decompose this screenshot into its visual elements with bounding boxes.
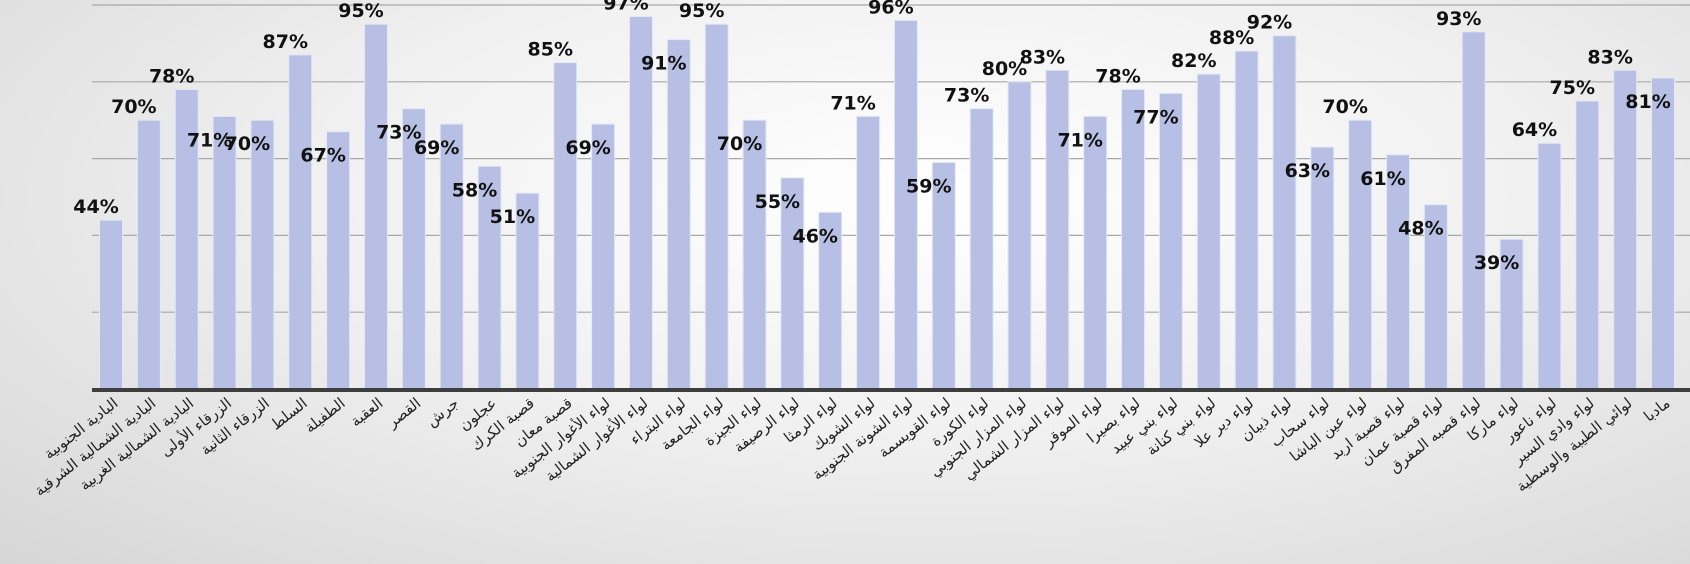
data-label: 83% <box>1587 46 1632 68</box>
data-label: 58% <box>452 179 497 201</box>
data-label: 73% <box>944 85 989 107</box>
bar <box>439 123 464 390</box>
data-label: 91% <box>641 53 686 75</box>
x-tick-label: القصر <box>383 394 425 432</box>
data-label: 75% <box>1550 77 1595 99</box>
bar <box>666 39 691 390</box>
data-label: 71% <box>830 92 875 114</box>
data-label: 71% <box>1057 129 1102 151</box>
data-labels: 44%70%78%71%70%87%67%95%73%69%58%51%85%6… <box>73 0 1670 274</box>
data-label: 80% <box>982 58 1027 80</box>
bar <box>136 119 161 390</box>
data-label: 82% <box>1171 50 1216 72</box>
data-label: 69% <box>414 137 459 159</box>
data-label: 97% <box>603 0 648 15</box>
bar <box>1461 31 1486 390</box>
bar <box>363 23 388 390</box>
data-label: 67% <box>300 145 345 167</box>
data-label: 73% <box>376 122 421 144</box>
bar <box>553 62 578 390</box>
data-label: 71% <box>187 129 232 151</box>
bar <box>969 108 994 390</box>
data-label: 70% <box>717 133 762 155</box>
data-label: 61% <box>1360 168 1405 190</box>
bar <box>99 219 123 390</box>
data-label: 39% <box>1474 252 1519 274</box>
gridlines <box>92 4 1690 313</box>
bar <box>1386 154 1411 390</box>
x-tick-label: العقبة <box>347 394 387 430</box>
bar <box>1196 73 1221 390</box>
bar <box>1272 35 1297 390</box>
data-label: 95% <box>679 0 724 22</box>
bar <box>212 115 237 390</box>
data-label: 48% <box>1398 218 1443 240</box>
data-label: 96% <box>868 0 913 18</box>
bar <box>742 119 767 390</box>
bar <box>1045 69 1070 390</box>
bar <box>893 19 918 390</box>
data-label: 78% <box>1095 65 1140 87</box>
x-tick-label: مادبا <box>1640 394 1673 425</box>
bar <box>326 131 351 390</box>
data-label: 92% <box>1247 12 1292 34</box>
data-label: 85% <box>528 39 573 61</box>
bar <box>856 115 881 390</box>
bar <box>1007 81 1032 390</box>
bar <box>1537 142 1562 390</box>
bar <box>1083 115 1108 390</box>
bar <box>1310 146 1335 390</box>
bar <box>1158 92 1183 390</box>
data-label: 83% <box>1020 46 1065 68</box>
data-label: 70% <box>111 96 156 118</box>
data-label: 88% <box>1209 27 1254 49</box>
data-label: 70% <box>225 133 270 155</box>
data-label: 77% <box>1133 106 1178 128</box>
x-tick-label: الطفيلة <box>301 394 348 437</box>
data-label: 95% <box>338 0 383 22</box>
data-label: 93% <box>1436 8 1481 30</box>
data-label: 78% <box>149 65 194 87</box>
data-label: 69% <box>565 137 610 159</box>
data-label: 44% <box>73 196 118 218</box>
bar <box>250 119 275 390</box>
x-tick-label: جرش <box>423 394 462 430</box>
data-label: 64% <box>1512 119 1557 141</box>
bars <box>99 16 1675 390</box>
bar <box>1651 77 1675 390</box>
data-label: 63% <box>1285 160 1330 182</box>
data-label: 59% <box>906 175 951 197</box>
bar <box>1575 100 1600 390</box>
data-label: 46% <box>792 225 837 247</box>
bar <box>591 123 616 390</box>
data-label: 87% <box>263 31 308 53</box>
data-label: 55% <box>755 191 800 213</box>
bar <box>704 23 729 390</box>
bar <box>1234 50 1259 390</box>
data-label: 70% <box>1322 96 1367 118</box>
bar <box>1121 88 1146 390</box>
bar <box>1613 69 1638 390</box>
bar <box>1348 119 1373 390</box>
data-label: 51% <box>490 206 535 228</box>
bar <box>288 54 313 390</box>
data-label: 81% <box>1625 91 1670 113</box>
